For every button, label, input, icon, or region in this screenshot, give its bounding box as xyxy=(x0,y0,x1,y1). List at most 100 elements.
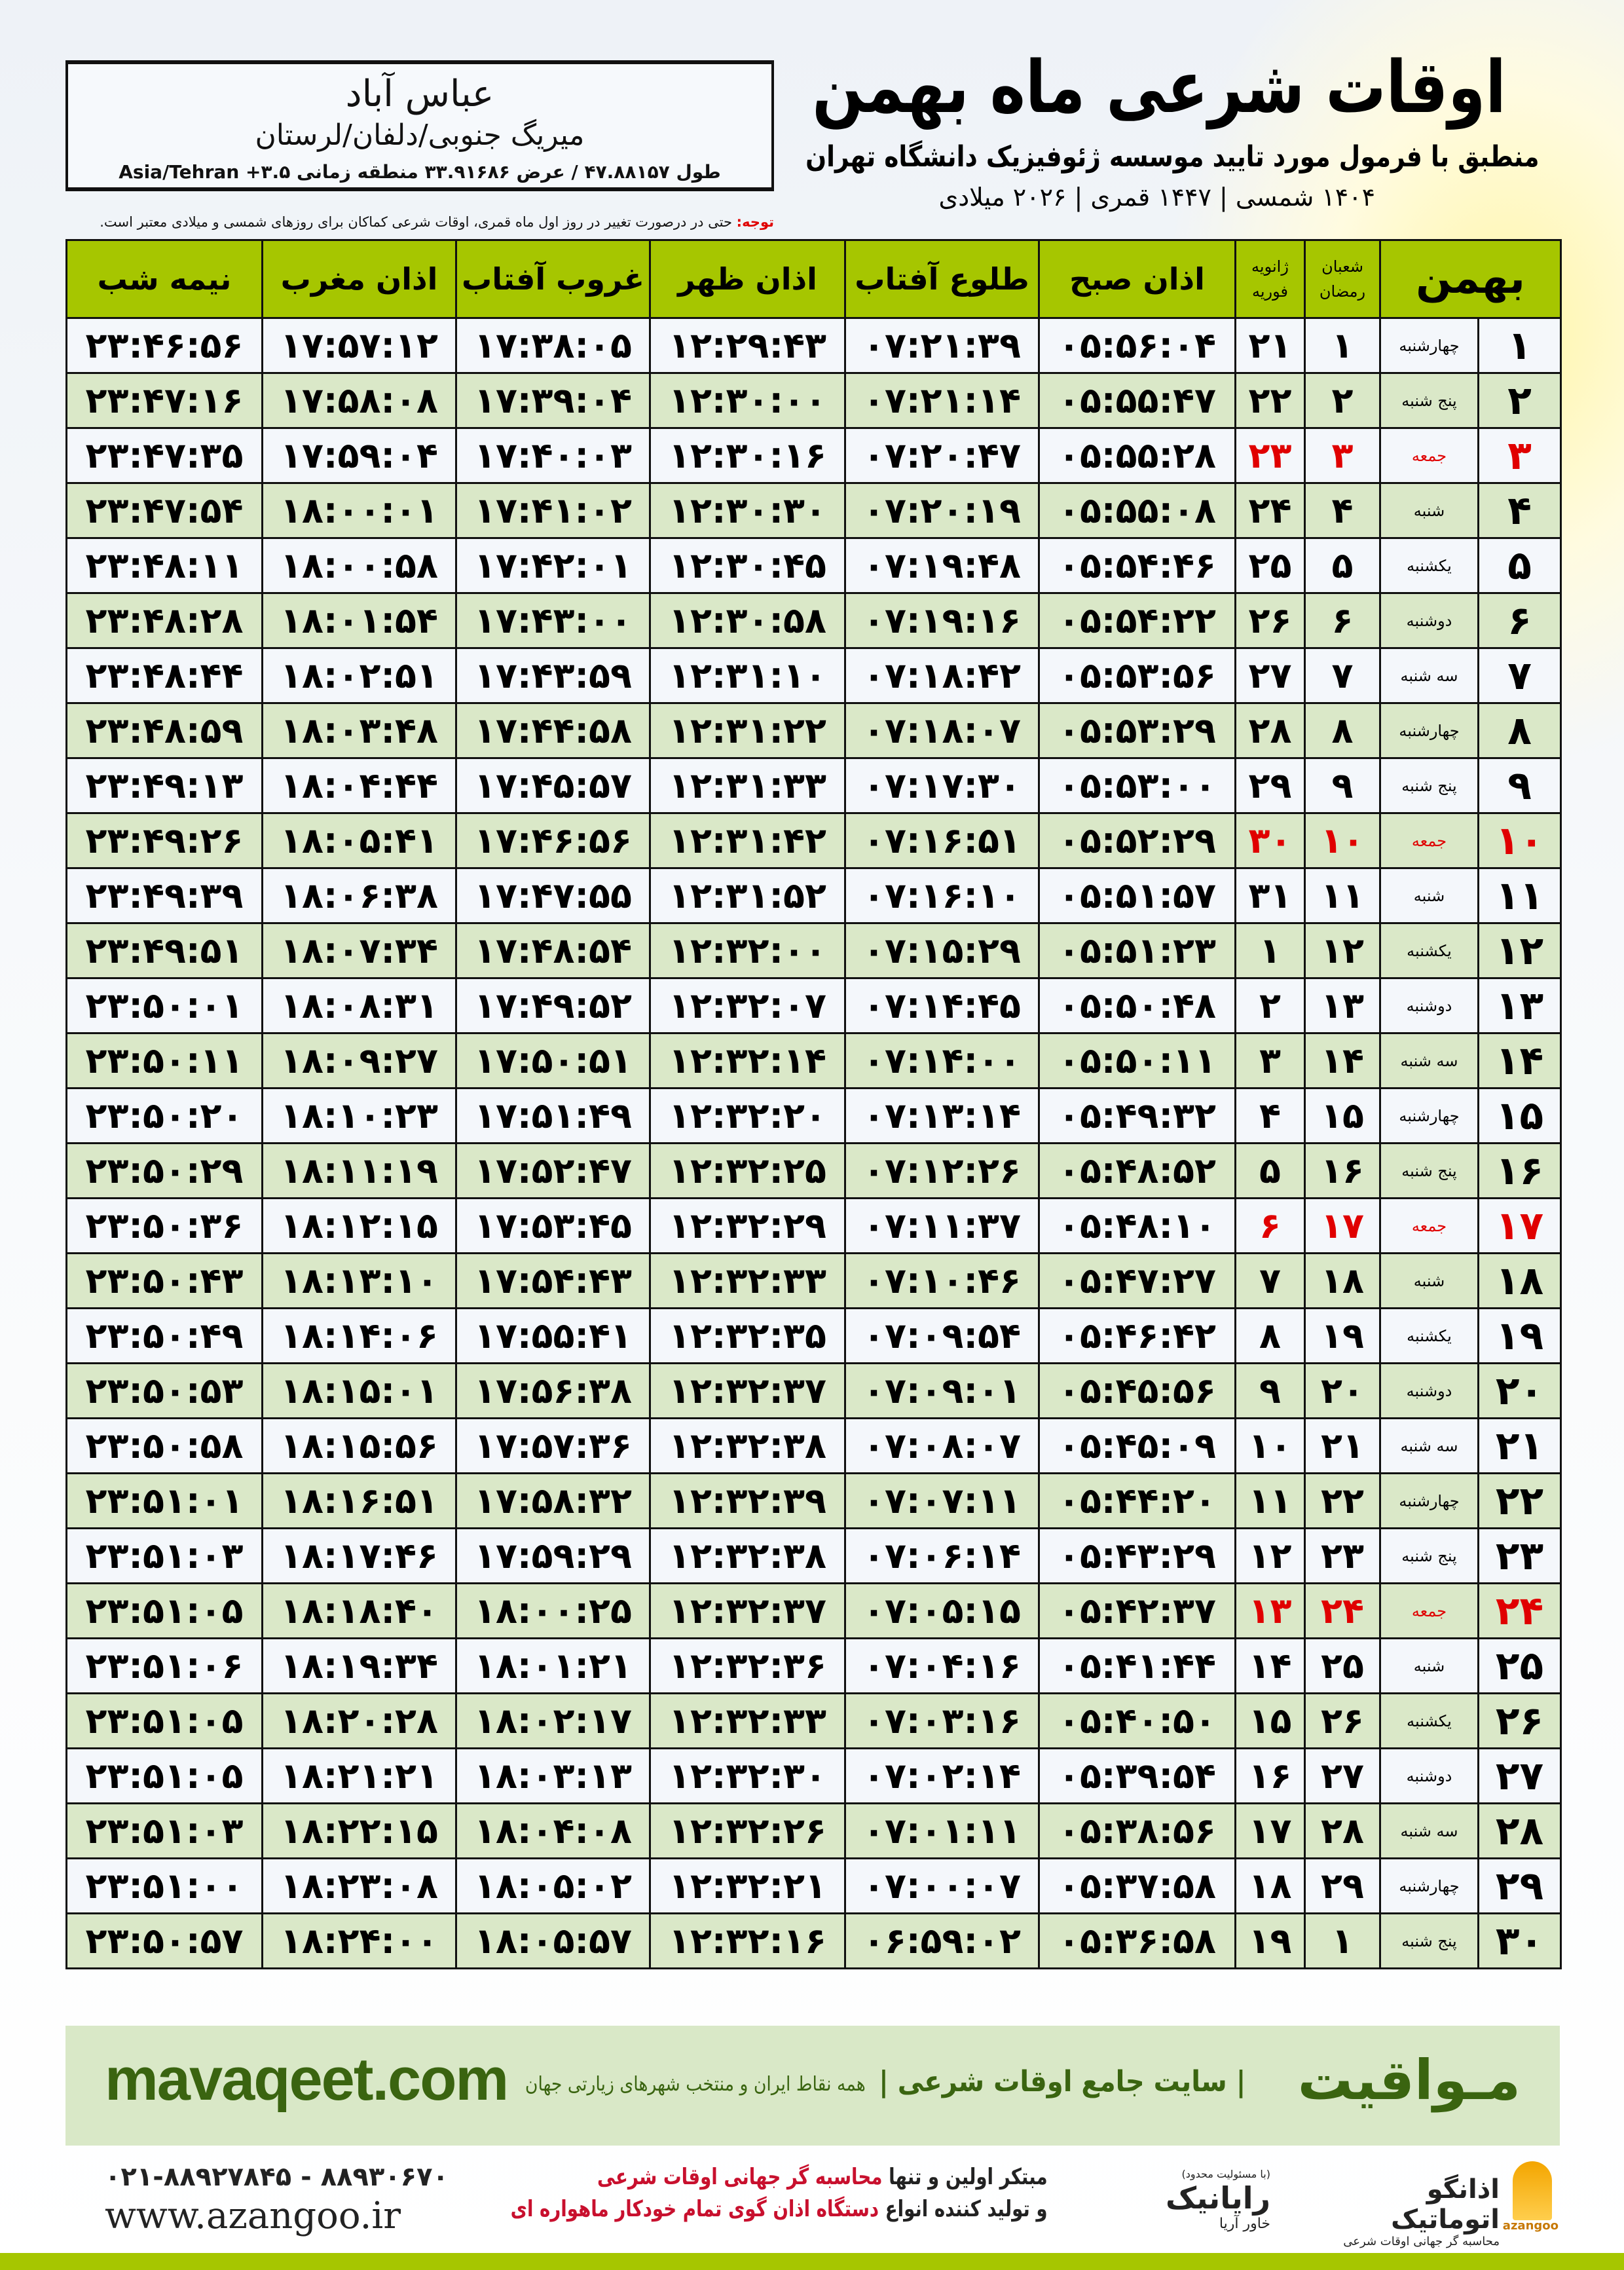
sunset-time: ۱۷:۵۷:۳۶ xyxy=(455,1417,651,1474)
fajr-time: ۰۵:۵۳:۵۶ xyxy=(1038,647,1236,704)
day-number: ۲ xyxy=(1477,372,1562,429)
azangoo-sub: محاسبه گر جهانی اوقات شرعی xyxy=(1343,2235,1500,2248)
table-row: ۲۱ سه شنبه ۲۱ ۱۰ ۰۵:۴۵:۰۹ ۰۷:۰۸:۰۷ ۱۲:۳۲:۳۸ ۱۷:… xyxy=(65,1417,1562,1474)
maghrib-time: ۱۸:۱۹:۳۴ xyxy=(261,1637,457,1694)
header-fajr: اذان صبح xyxy=(1038,239,1236,319)
sunrise-time: ۰۷:۰۹:۰۱ xyxy=(844,1362,1040,1419)
dhuhr-time: ۱۲:۳۰:۵۸ xyxy=(649,592,846,649)
midnight-time: ۲۳:۵۱:۰۵ xyxy=(65,1747,263,1804)
midnight-time: ۲۳:۴۸:۴۴ xyxy=(65,647,263,704)
hijri-day: ۱۹ xyxy=(1304,1307,1381,1364)
sunrise-time: ۰۷:۱۴:۴۵ xyxy=(844,977,1040,1034)
dhuhr-time: ۱۲:۳۲:۳۷ xyxy=(649,1582,846,1639)
gregorian-day: ۲۴ xyxy=(1234,482,1306,539)
sunrise-time: ۰۷:۱۸:۴۲ xyxy=(844,647,1040,704)
day-number: ۲۸ xyxy=(1477,1802,1562,1859)
weekday: دوشنبه xyxy=(1379,592,1479,649)
table-row: ۴ شنبه ۴ ۲۴ ۰۵:۵۵:۰۸ ۰۷:۲۰:۱۹ ۱۲:۳۰:۳۰ ۱۷:۴۱:۰۲… xyxy=(65,482,1562,539)
header-sunrise: طلوع آفتاب xyxy=(844,239,1040,319)
midnight-time: ۲۳:۵۰:۲۹ xyxy=(65,1142,263,1199)
midnight-time: ۲۳:۴۹:۲۶ xyxy=(65,812,263,869)
maghrib-time: ۱۷:۵۹:۰۴ xyxy=(261,427,457,484)
hijri-day: ۱۸ xyxy=(1304,1252,1381,1309)
table-row: ۸ چهارشنبه ۸ ۲۸ ۰۵:۵۳:۲۹ ۰۷:۱۸:۰۷ ۱۲:۳۱:۲۲ ۱۷:۴… xyxy=(65,702,1562,759)
dhuhr-time: ۱۲:۳۲:۳۸ xyxy=(649,1417,846,1474)
site-url[interactable]: mavaqeet.com xyxy=(105,2046,509,2113)
dhuhr-time: ۱۲:۳۲:۲۰ xyxy=(649,1087,846,1144)
day-number: ۲۳ xyxy=(1477,1527,1562,1584)
midnight-time: ۲۳:۵۰:۵۷ xyxy=(65,1912,263,1969)
hijri-day: ۲۵ xyxy=(1304,1637,1381,1694)
hijri-day: ۲۶ xyxy=(1304,1692,1381,1749)
sunrise-time: ۰۷:۰۳:۱۶ xyxy=(844,1692,1040,1749)
gregorian-day: ۷ xyxy=(1234,1252,1306,1309)
maghrib-time: ۱۷:۵۷:۱۲ xyxy=(261,317,457,374)
weekday: دوشنبه xyxy=(1379,1747,1479,1804)
midnight-time: ۲۳:۴۸:۲۸ xyxy=(65,592,263,649)
maghrib-time: ۱۸:۱۶:۵۱ xyxy=(261,1472,457,1529)
sunrise-time: ۰۷:۰۴:۱۶ xyxy=(844,1637,1040,1694)
table-row: ۱۶ پنج شنبه ۱۶ ۵ ۰۵:۴۸:۵۲ ۰۷:۱۲:۲۶ ۱۲:۳۲:۲۵ ۱۷:… xyxy=(65,1142,1562,1199)
gregorian-day: ۱۰ xyxy=(1234,1417,1306,1474)
hijri-day: ۴ xyxy=(1304,482,1381,539)
sunset-time: ۱۷:۴۸:۵۴ xyxy=(455,922,651,979)
fajr-time: ۰۵:۵۱:۲۳ xyxy=(1038,922,1236,979)
weekday: چهارشنبه xyxy=(1379,1087,1479,1144)
sunset-time: ۱۷:۴۳:۵۹ xyxy=(455,647,651,704)
dhuhr-time: ۱۲:۳۲:۰۰ xyxy=(649,922,846,979)
maghrib-time: ۱۸:۱۸:۴۰ xyxy=(261,1582,457,1639)
note-text: حتی در درصورت تغییر در روز اول ماه قمری،… xyxy=(100,214,737,230)
sunrise-time: ۰۷:۱۶:۵۱ xyxy=(844,812,1040,869)
maghrib-time: ۱۸:۲۱:۲۱ xyxy=(261,1747,457,1804)
fajr-time: ۰۵:۴۷:۲۷ xyxy=(1038,1252,1236,1309)
maghrib-time: ۱۸:۱۰:۲۳ xyxy=(261,1087,457,1144)
maghrib-time: ۱۸:۰۳:۴۸ xyxy=(261,702,457,759)
table-row: ۵ یکشنبه ۵ ۲۵ ۰۵:۵۴:۴۶ ۰۷:۱۹:۴۸ ۱۲:۳۰:۴۵ ۱۷:۴۲:… xyxy=(65,537,1562,594)
header-greg-bottom: فوریه xyxy=(1251,282,1288,301)
dhuhr-time: ۱۲:۳۲:۳۳ xyxy=(649,1692,846,1749)
dhuhr-time: ۱۲:۳۰:۱۶ xyxy=(649,427,846,484)
header-dhuhr: اذان ظهر xyxy=(649,239,846,319)
maghrib-time: ۱۸:۰۱:۵۴ xyxy=(261,592,457,649)
hijri-day: ۲۱ xyxy=(1304,1417,1381,1474)
dhuhr-time: ۱۲:۳۰:۴۵ xyxy=(649,537,846,594)
day-number: ۲۰ xyxy=(1477,1362,1562,1419)
dhuhr-time: ۱۲:۳۲:۱۴ xyxy=(649,1032,846,1089)
gregorian-day: ۵ xyxy=(1234,1142,1306,1199)
sunset-time: ۱۸:۰۵:۰۲ xyxy=(455,1857,651,1914)
sunrise-time: ۰۷:۱۹:۱۶ xyxy=(844,592,1040,649)
table-row: ۹ پنج شنبه ۹ ۲۹ ۰۵:۵۳:۰۰ ۰۷:۱۷:۳۰ ۱۲:۳۱:۳۳ ۱۷:۴… xyxy=(65,757,1562,814)
table-row: ۲۰ دوشنبه ۲۰ ۹ ۰۵:۴۵:۵۶ ۰۷:۰۹:۰۱ ۱۲:۳۲:۳۷ ۱۷:۵۶… xyxy=(65,1362,1562,1419)
promo-line1a: مبتکر اولین و تنها xyxy=(882,2164,1048,2190)
hijri-day: ۱۰ xyxy=(1304,812,1381,869)
table-header: بهمن شعبان رمضان ژانویه فوریه اذان صبح طلو… xyxy=(65,239,1562,319)
day-number: ۴ xyxy=(1477,482,1562,539)
weekday: دوشنبه xyxy=(1379,1362,1479,1419)
hijri-day: ۱۱ xyxy=(1304,867,1381,924)
hijri-day: ۸ xyxy=(1304,702,1381,759)
sunrise-time: ۰۷:۰۹:۵۴ xyxy=(844,1307,1040,1364)
azangoo-url[interactable]: www.azangoo.ir xyxy=(105,2195,401,2237)
sunset-time: ۱۸:۰۰:۲۵ xyxy=(455,1582,651,1639)
sunset-time: ۱۷:۵۸:۳۲ xyxy=(455,1472,651,1529)
table-row: ۱۴ سه شنبه ۱۴ ۳ ۰۵:۵۰:۱۱ ۰۷:۱۴:۰۰ ۱۲:۳۲:۱۴ ۱۷:۵… xyxy=(65,1032,1562,1089)
table-row: ۶ دوشنبه ۶ ۲۶ ۰۵:۵۴:۲۲ ۰۷:۱۹:۱۶ ۱۲:۳۰:۵۸ ۱۷:۴۳:… xyxy=(65,592,1562,649)
header-greg-top: ژانویه xyxy=(1251,257,1289,276)
sunrise-time: ۰۷:۱۶:۱۰ xyxy=(844,867,1040,924)
hijri-day: ۲۴ xyxy=(1304,1582,1381,1639)
location-box: عباس آباد میریگ جنوبی/دلفان/لرستان طول ۴… xyxy=(65,60,774,191)
dhuhr-time: ۱۲:۳۲:۳۷ xyxy=(649,1362,846,1419)
maghrib-time: ۱۸:۰۰:۰۱ xyxy=(261,482,457,539)
sunset-time: ۱۷:۳۸:۰۵ xyxy=(455,317,651,374)
dhuhr-time: ۱۲:۳۲:۳۸ xyxy=(649,1527,846,1584)
brand-logo: مـواقیت xyxy=(1297,2048,1521,2112)
sunrise-time: ۰۷:۱۱:۳۷ xyxy=(844,1197,1040,1254)
maghrib-time: ۱۸:۱۴:۰۶ xyxy=(261,1307,457,1364)
page-title: اوقات شرعی ماه بهمن xyxy=(812,45,1506,129)
midnight-time: ۲۳:۵۱:۰۶ xyxy=(65,1637,263,1694)
gregorian-day: ۳۱ xyxy=(1234,867,1306,924)
weekday: شنبه xyxy=(1379,482,1479,539)
header-midnight: نیمه شب xyxy=(65,239,263,319)
fajr-time: ۰۵:۵۴:۲۲ xyxy=(1038,592,1236,649)
sunset-time: ۱۸:۰۴:۰۸ xyxy=(455,1802,651,1859)
